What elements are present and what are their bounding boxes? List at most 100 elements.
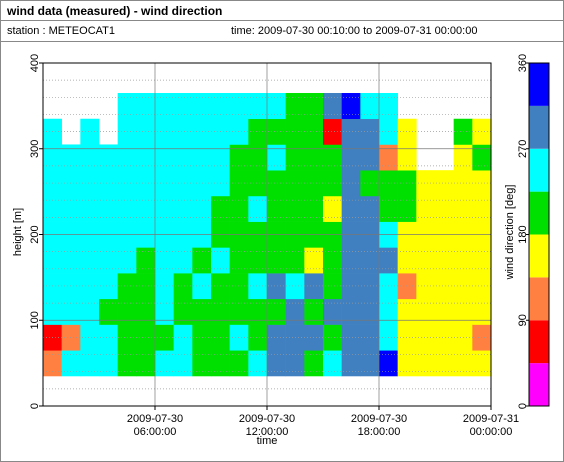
- colorbar-band: [529, 63, 549, 106]
- heatmap-cell: [99, 350, 118, 377]
- heatmap-cell: [173, 273, 193, 300]
- heatmap-cell: [304, 144, 324, 171]
- heatmap-cell: [99, 247, 118, 274]
- heatmap-cell: [192, 118, 212, 145]
- heatmap-cell: [61, 195, 81, 222]
- heatmap-cell: [453, 350, 473, 377]
- heatmap-cell: [267, 350, 286, 377]
- heatmap-cell: [117, 298, 137, 325]
- heatmap-cell: [397, 350, 417, 377]
- heatmap-cell: [80, 247, 100, 274]
- heatmap-cell: [267, 118, 286, 145]
- heatmap-cell: [211, 93, 230, 120]
- heatmap-cell: [453, 144, 473, 171]
- heatmap-cell: [267, 144, 286, 171]
- heatmap-cell: [416, 247, 436, 274]
- heatmap-cell: [136, 247, 156, 274]
- colorbar-tick-label: 180: [517, 225, 529, 243]
- heatmap-cell: [173, 247, 193, 274]
- heatmap-cell: [155, 144, 174, 171]
- heatmap-cell: [155, 350, 174, 377]
- heatmap-cell: [229, 93, 249, 120]
- heatmap-cell: [435, 350, 454, 377]
- heatmap-cell: [304, 195, 324, 222]
- title: wind data (measured) - wind direction: [1, 1, 563, 21]
- heatmap-cell: [341, 195, 361, 222]
- heatmap-cell: [136, 350, 156, 377]
- heatmap-cell: [397, 195, 417, 222]
- heatmap-cell: [323, 170, 342, 197]
- heatmap-cell: [211, 298, 230, 325]
- colorbar-tick-label: 360: [517, 54, 529, 72]
- heatmap-cell: [341, 324, 361, 351]
- heatmap-cell: [416, 298, 436, 325]
- heatmap-cell: [341, 247, 361, 274]
- heatmap-cell: [80, 144, 100, 171]
- heatmap-cell: [360, 93, 380, 120]
- plot-frame: [42, 62, 492, 407]
- heatmap-cell: [379, 144, 398, 171]
- heatmap-cell: [248, 93, 268, 120]
- heatmap-cell: [80, 273, 100, 300]
- heatmap-cell: [416, 273, 436, 300]
- heatmap-cell: [267, 273, 286, 300]
- heatmap-cell: [267, 93, 286, 120]
- heatmap-cell: [472, 195, 492, 222]
- heatmap-cell: [397, 298, 417, 325]
- heatmap-cell: [155, 118, 174, 145]
- heatmap-cell: [379, 247, 398, 274]
- heatmap-cell: [472, 144, 492, 171]
- colorbar-band: [529, 363, 549, 406]
- heatmap-cell: [192, 247, 212, 274]
- heatmap-cell: [435, 298, 454, 325]
- heatmap-cell: [248, 273, 268, 300]
- heatmap-cell: [117, 247, 137, 274]
- heatmap-cell: [61, 247, 81, 274]
- y-tick-label: 200: [29, 225, 41, 243]
- colorbar-band: [529, 277, 549, 321]
- heatmap-cell: [248, 298, 268, 325]
- heatmap-cell: [285, 247, 305, 274]
- x-tick-label: 12:00:00: [246, 426, 289, 438]
- y-tick-label: 100: [29, 311, 41, 329]
- colorbar-band: [529, 148, 549, 192]
- heatmap-cell: [155, 93, 174, 120]
- heatmap-cell: [323, 350, 342, 377]
- heatmap-cell: [99, 144, 118, 171]
- heatmap-cell: [192, 170, 212, 197]
- heatmap-cell: [173, 350, 193, 377]
- heatmap-cell: [136, 93, 156, 120]
- x-tick-label: 2009-07-31: [463, 413, 519, 425]
- heatmap-cell: [155, 324, 174, 351]
- heatmap-cell: [155, 195, 174, 222]
- heatmap-cell: [416, 170, 436, 197]
- heatmap-cell: [416, 324, 436, 351]
- heatmap-cell: [173, 195, 193, 222]
- heatmap-cell: [99, 170, 118, 197]
- heatmap-cell: [397, 247, 417, 274]
- heatmap-cell: [61, 273, 81, 300]
- heatmap-cell: [341, 273, 361, 300]
- heatmap-cell: [360, 247, 380, 274]
- x-tick-label: 2009-07-30: [127, 413, 183, 425]
- heatmap-cell: [379, 350, 398, 377]
- heatmap-cell: [211, 195, 230, 222]
- heatmap-cell: [323, 273, 342, 300]
- heatmap-cell: [304, 350, 324, 377]
- heatmap-cell: [80, 118, 100, 145]
- heatmap-cell: [304, 247, 324, 274]
- heatmap-cell: [192, 324, 212, 351]
- heatmap-cell: [285, 298, 305, 325]
- heatmap-cell: [248, 195, 268, 222]
- heatmap-cell: [229, 324, 249, 351]
- heatmap-cell: [341, 144, 361, 171]
- heatmap-cell: [360, 144, 380, 171]
- heatmap-cell: [248, 170, 268, 197]
- heatmap-cell: [80, 170, 100, 197]
- heatmap-cell: [267, 170, 286, 197]
- heatmap-cell: [173, 324, 193, 351]
- heatmap-cell: [248, 350, 268, 377]
- heatmap-cell: [267, 324, 286, 351]
- heatmap-cell: [379, 298, 398, 325]
- x-tick-label: 18:00:00: [358, 426, 401, 438]
